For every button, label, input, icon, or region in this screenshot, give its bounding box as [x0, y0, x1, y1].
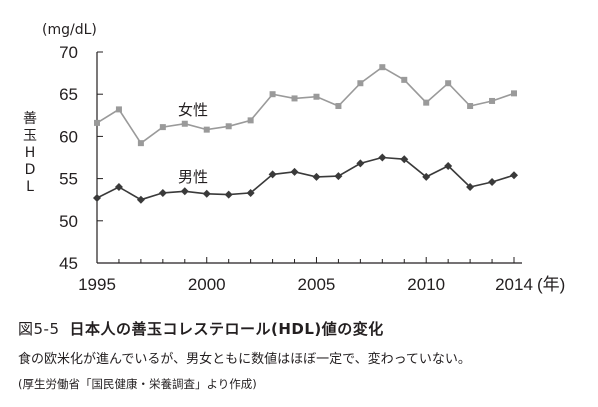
y-tick-label: 45 [59, 254, 78, 273]
data-point-female [269, 91, 276, 98]
x-axis-ticks: 1995 2000 2005 2010 2014 [78, 257, 533, 294]
data-point-male [422, 172, 431, 181]
data-point-male [93, 194, 101, 203]
series-layer [93, 64, 518, 204]
data-point-male [290, 167, 299, 176]
data-point-male [510, 171, 518, 180]
series-label-female: 女性 [178, 101, 208, 119]
data-point-male [444, 161, 453, 170]
y-axis-ticks: 45 50 55 60 65 70 [59, 43, 103, 273]
x-tick-label: 2014 [495, 275, 533, 294]
x-tick-label: 2000 [188, 275, 226, 294]
y-tick-label: 55 [59, 170, 78, 189]
data-point-female [357, 80, 364, 87]
x-axis-unit: (年) [537, 275, 565, 294]
data-point-female [291, 95, 298, 102]
data-point-female [313, 93, 320, 100]
data-point-female [94, 119, 100, 126]
y-tick-label: 70 [59, 43, 78, 62]
figure-caption-description: 食の欧米化が進んでいるが、男女ともに数値はほぼ一定で、変わっていない。 [18, 352, 471, 367]
data-point-female [511, 90, 517, 97]
data-point-male [334, 172, 343, 181]
data-point-female [181, 120, 188, 127]
data-point-female [467, 103, 474, 110]
data-point-male [246, 188, 255, 197]
data-point-male [356, 159, 365, 168]
x-tick-label: 2010 [407, 275, 445, 294]
x-tick-label: 2005 [298, 275, 336, 294]
y-axis-label-char: D [25, 162, 36, 178]
y-tick-label: 60 [59, 127, 78, 146]
figure-title: 日本人の善玉コレステロール(HDL)値の変化 [69, 320, 384, 338]
data-point-female [247, 117, 254, 124]
figure-caption-source: (厚生労働省「国民健康・栄養調査」より作成) [18, 377, 257, 391]
data-point-female [203, 126, 210, 133]
data-point-male [488, 177, 497, 186]
figure-caption-title: 図5-5 日本人の善玉コレステロール(HDL)値の変化 [18, 318, 384, 339]
data-point-female [423, 99, 430, 106]
y-axis-label-char: H [25, 145, 36, 161]
data-point-male [180, 187, 189, 196]
x-tick-label: 1995 [78, 275, 116, 294]
data-point-male [114, 183, 123, 192]
data-point-male [268, 170, 277, 179]
figure-number: 図5-5 [18, 320, 60, 338]
data-point-female [115, 106, 122, 113]
data-point-male [136, 195, 145, 204]
y-tick-label: 65 [59, 85, 78, 104]
series-line-female [96, 66, 515, 145]
data-point-female [335, 103, 342, 110]
data-point-female [379, 64, 386, 71]
data-point-female [489, 97, 496, 104]
data-point-male [400, 155, 409, 164]
data-point-male [158, 188, 167, 197]
data-point-female [401, 76, 408, 83]
y-unit-label: (mg/dL) [42, 22, 97, 38]
axes [96, 52, 522, 264]
data-point-female [445, 80, 452, 87]
data-point-female [159, 124, 166, 131]
data-point-male [378, 153, 387, 162]
data-point-male [466, 183, 475, 192]
data-point-female [225, 123, 232, 130]
data-point-male [224, 190, 233, 199]
data-point-female [137, 140, 144, 147]
data-point-male [202, 189, 211, 198]
y-tick-label: 50 [59, 212, 78, 231]
series-label-male: 男性 [178, 168, 208, 186]
y-axis-label-char: 玉 [23, 128, 37, 144]
y-axis-label-char: 善 [23, 111, 37, 127]
y-axis-label-char: L [26, 179, 34, 195]
data-point-male [312, 172, 321, 181]
